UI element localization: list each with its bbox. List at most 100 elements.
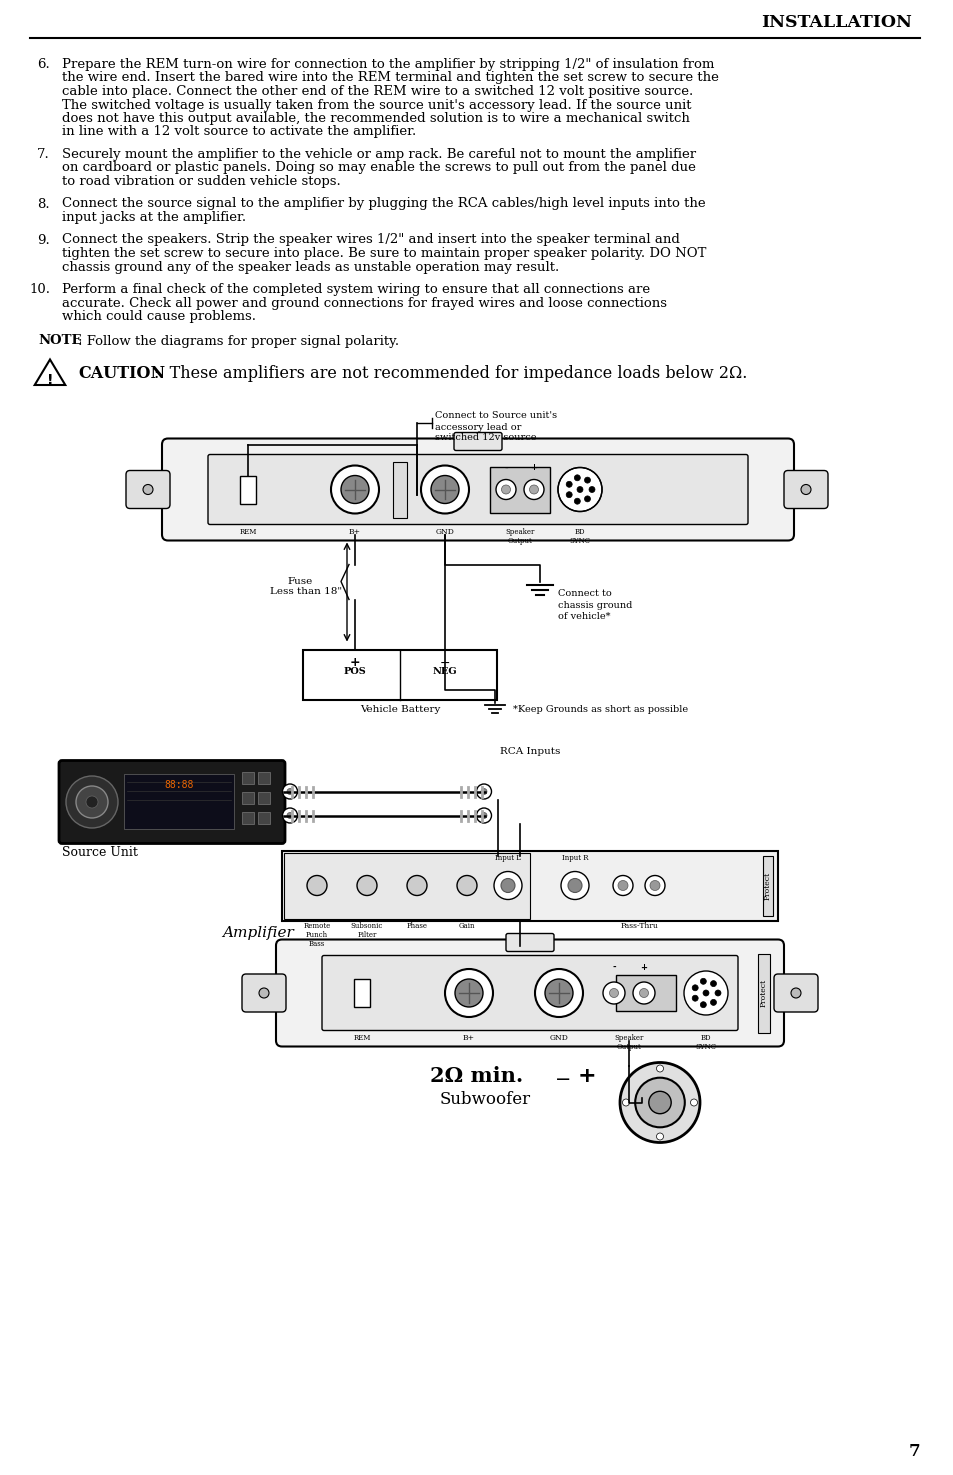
Text: +: + (530, 463, 537, 472)
Circle shape (567, 879, 581, 892)
Circle shape (66, 776, 118, 827)
Circle shape (602, 982, 624, 1004)
Text: Subsonic
Filter: Subsonic Filter (351, 922, 383, 940)
Circle shape (496, 479, 516, 500)
Circle shape (476, 808, 491, 823)
Text: Securely mount the amplifier to the vehicle or amp rack. Be careful not to mount: Securely mount the amplifier to the vehi… (62, 148, 696, 161)
FancyBboxPatch shape (454, 432, 501, 450)
Text: Protect: Protect (760, 979, 767, 1007)
Text: BD
SYNC: BD SYNC (695, 1034, 716, 1050)
Circle shape (76, 786, 108, 819)
Text: POS: POS (343, 668, 366, 677)
Text: in line with a 12 volt source to activate the amplifier.: in line with a 12 volt source to activat… (62, 125, 416, 139)
Circle shape (494, 872, 521, 900)
Text: cable into place. Connect the other end of the REM wire to a switched 12 volt po: cable into place. Connect the other end … (62, 86, 693, 97)
FancyBboxPatch shape (275, 940, 783, 1046)
Circle shape (639, 988, 648, 997)
Circle shape (86, 796, 98, 808)
Text: Speaker
Output: Speaker Output (505, 528, 534, 544)
Circle shape (609, 988, 618, 997)
Bar (257, 792, 270, 804)
Text: 7.: 7. (37, 148, 50, 161)
Bar (257, 811, 270, 823)
Text: Fuse: Fuse (288, 577, 313, 586)
Circle shape (584, 476, 590, 484)
Circle shape (456, 876, 476, 895)
FancyBboxPatch shape (126, 471, 170, 509)
Circle shape (692, 996, 698, 1002)
Text: -: - (612, 963, 616, 972)
Text: 6.: 6. (37, 58, 50, 71)
Text: chassis ground any of the speaker leads as unstable operation may result.: chassis ground any of the speaker leads … (62, 261, 558, 273)
Circle shape (544, 979, 573, 1007)
Circle shape (282, 785, 297, 799)
Circle shape (282, 808, 297, 823)
Text: GND: GND (549, 1034, 568, 1041)
Circle shape (700, 978, 705, 984)
Text: input jacks at the amplifier.: input jacks at the amplifier. (62, 211, 246, 224)
Text: −: − (439, 656, 450, 670)
Circle shape (431, 475, 458, 503)
FancyBboxPatch shape (322, 956, 738, 1031)
Bar (242, 771, 253, 783)
Text: 9.: 9. (37, 233, 50, 246)
Text: -: - (503, 463, 507, 472)
Text: INSTALLATION: INSTALLATION (760, 13, 911, 31)
Text: +: + (578, 1066, 596, 1087)
FancyBboxPatch shape (303, 649, 497, 699)
Text: Protect: Protect (763, 872, 771, 900)
Text: +: + (350, 656, 360, 670)
Circle shape (633, 982, 655, 1004)
Circle shape (700, 1002, 705, 1007)
Text: Input L: Input L (495, 854, 520, 863)
Text: Connect the source signal to the amplifier by plugging the RCA cables/high level: Connect the source signal to the amplifi… (62, 198, 705, 211)
Text: REM: REM (239, 528, 256, 535)
Bar (758, 953, 769, 1032)
FancyBboxPatch shape (208, 454, 747, 525)
Text: +: + (639, 963, 647, 972)
Text: Vehicle Battery: Vehicle Battery (359, 705, 439, 714)
Text: Source Unit: Source Unit (62, 847, 138, 860)
Circle shape (500, 879, 515, 892)
Circle shape (407, 876, 427, 895)
Circle shape (574, 499, 579, 504)
Circle shape (710, 981, 716, 987)
Circle shape (577, 487, 582, 493)
Text: : Follow the diagrams for proper signal polarity.: : Follow the diagrams for proper signal … (78, 335, 398, 348)
Circle shape (143, 484, 152, 494)
Text: Phase: Phase (406, 922, 427, 931)
Text: accessory lead or: accessory lead or (435, 422, 521, 432)
Circle shape (656, 1065, 662, 1072)
Text: Subwoofer: Subwoofer (439, 1090, 531, 1108)
Circle shape (588, 487, 595, 493)
FancyBboxPatch shape (783, 471, 827, 509)
Text: 2Ω min.: 2Ω min. (430, 1065, 522, 1086)
Circle shape (584, 496, 590, 502)
Bar (257, 771, 270, 783)
Text: Less than 18": Less than 18" (270, 587, 341, 596)
Circle shape (558, 468, 601, 512)
Circle shape (356, 876, 376, 895)
Text: Connect to
chassis ground
of vehicle*: Connect to chassis ground of vehicle* (558, 590, 632, 621)
Circle shape (690, 1099, 697, 1106)
Text: Connect the speakers. Strip the speaker wires 1/2" and insert into the speaker t: Connect the speakers. Strip the speaker … (62, 233, 679, 246)
Text: B+: B+ (462, 1034, 475, 1041)
Text: !: ! (47, 373, 53, 388)
Circle shape (501, 485, 510, 494)
Text: tighten the set screw to secure into place. Be sure to maintain proper speaker p: tighten the set screw to secure into pla… (62, 246, 705, 260)
Circle shape (613, 876, 633, 895)
Text: :  These amplifiers are not recommended for impedance loads below 2Ω.: : These amplifiers are not recommended f… (153, 364, 746, 382)
Circle shape (635, 1078, 684, 1127)
Text: *Keep Grounds as short as possible: *Keep Grounds as short as possible (513, 705, 687, 714)
Text: which could cause problems.: which could cause problems. (62, 310, 255, 323)
Text: to road vibration or sudden vehicle stops.: to road vibration or sudden vehicle stop… (62, 176, 340, 187)
Text: Amplifier: Amplifier (222, 925, 294, 940)
Circle shape (258, 988, 269, 999)
Circle shape (287, 789, 293, 795)
Text: accurate. Check all power and ground connections for frayed wires and loose conn: accurate. Check all power and ground con… (62, 296, 666, 310)
Circle shape (420, 466, 469, 513)
Bar (490, 466, 550, 512)
Text: Speaker
Output: Speaker Output (614, 1034, 643, 1050)
Text: 10.: 10. (29, 283, 50, 296)
FancyBboxPatch shape (282, 851, 778, 920)
